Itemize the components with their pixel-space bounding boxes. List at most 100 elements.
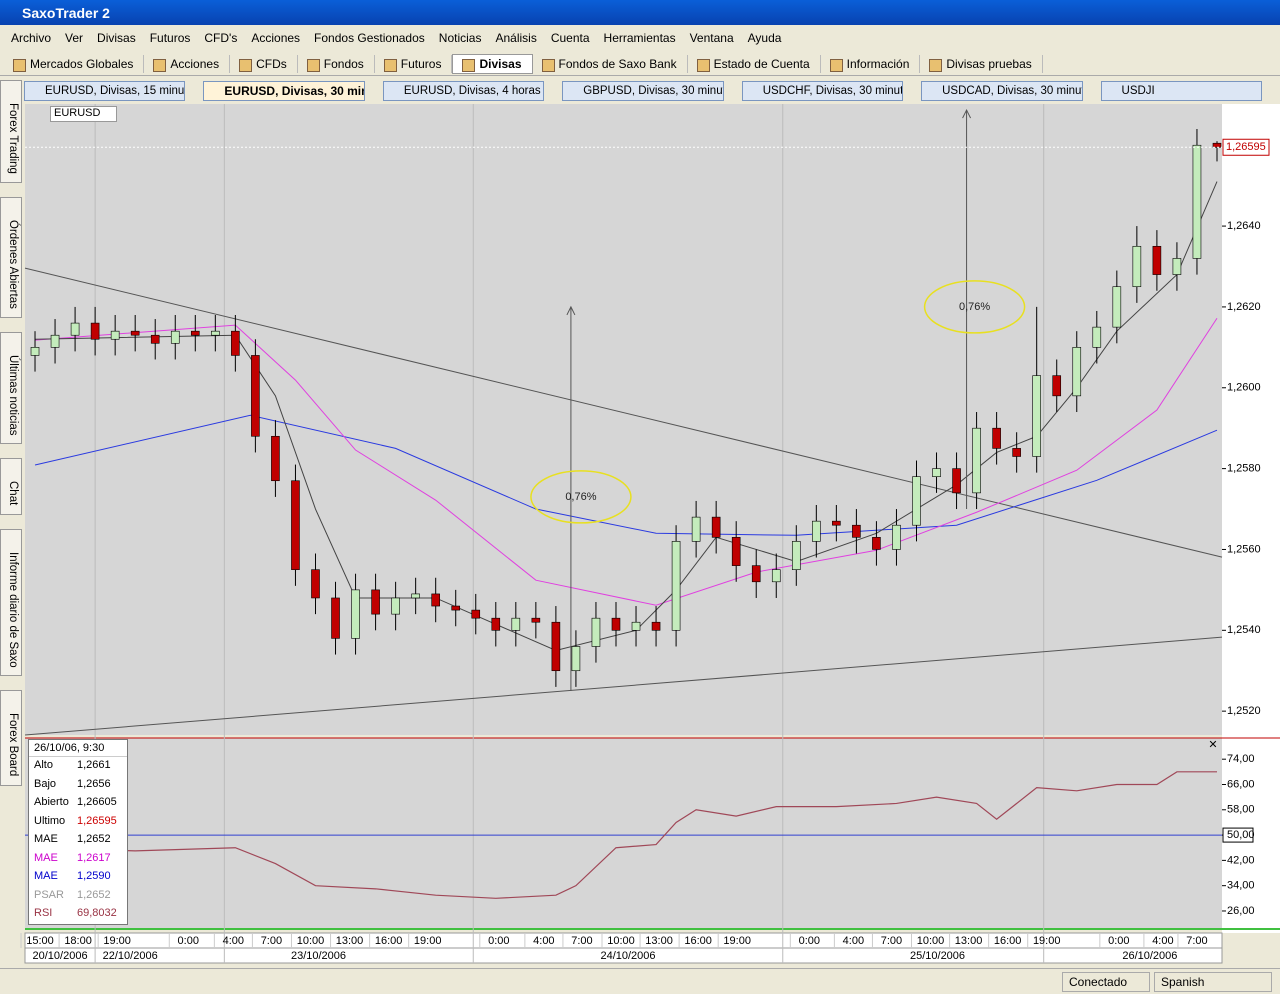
x-tick-label: 10:00 [297,935,325,947]
trendline [24,636,1223,736]
window-title: SaxoTrader 2 [22,4,110,21]
x-tick-label: 19:00 [414,935,442,947]
candle-body [711,516,721,538]
menu-item[interactable]: Ventana [689,31,734,45]
x-tick-label: 4:00 [843,935,864,947]
candle-body [431,593,440,607]
toolbar-tab[interactable]: Divisas pruebas [920,54,1043,73]
x-tick-label: 0:00 [488,935,509,947]
candle-body [351,589,360,639]
menu-item[interactable]: Archivo [11,31,52,45]
menu-item[interactable]: Ver [65,31,84,45]
menu-item[interactable]: Noticias [438,31,482,45]
candle-body [1152,245,1162,275]
candle-body [311,569,320,599]
menu-item[interactable]: Cuenta [550,31,590,45]
annotation-label: 0,76% [565,491,596,503]
chart-tab[interactable]: USDCAD, Divisas, 30 minutos [921,81,1083,101]
info-value: 1,2590 [77,870,111,882]
rsi-panel [25,738,1222,929]
date-label: 26/10/2006 [1122,950,1177,962]
info-value: 1,2661 [77,759,111,771]
toolbar-tab[interactable]: Divisas [452,53,533,74]
y-tick-label: 1,2640 [1227,220,1261,232]
candle-body [631,621,641,631]
close-icon: ✕ [1208,739,1217,751]
chart-tabs: EURUSD, Divisas, 15 minutos EURUSD, Divis… [0,80,1280,102]
y-tick-label: 58,00 [1227,804,1255,816]
candle-body [391,597,400,615]
side-tab[interactable]: Chat [0,458,22,515]
x-tick-label: 13:00 [955,935,983,947]
y-tick-label: 1,2540 [1227,624,1261,636]
title-bar: SaxoTrader 2 [0,0,1280,25]
axis-panel [1222,104,1280,933]
candle-body [531,617,541,623]
toolbar-tab[interactable]: CFDs [230,54,298,73]
menu-item[interactable]: Análisis [495,31,537,45]
menu-item[interactable]: CFD's [204,31,238,45]
chart-tab[interactable]: EURUSD, Divisas, 4 horas [382,81,545,101]
chart-tab[interactable]: GBPUSD, Divisas, 30 minutos [562,81,724,101]
info-row: Bajo 1,2656 [29,776,127,795]
x-tick-label: 7:00 [571,935,592,947]
candle-body [611,617,621,631]
x-tick-label: 15:00 [26,935,54,947]
date-label: 24/10/2006 [600,950,655,962]
annotation-label: 0,76% [959,301,990,313]
y-tick-label: 1,2520 [1227,705,1261,717]
info-label: Bajo [34,777,57,790]
chart-tab[interactable]: EURUSD, Divisas, 15 minutos [24,81,186,101]
side-tab[interactable]: Órdenes Abiertas [0,196,22,318]
y-tick-label: 1,2600 [1227,382,1261,394]
toolbar-tab[interactable]: Fondos [298,54,375,73]
trendline [24,267,1223,558]
info-row: PSAR 1,2652 [29,887,127,906]
candle-body [231,330,240,356]
toolbar-tab[interactable]: Mercados Globales [4,54,145,73]
info-value: 1,2652 [77,888,111,901]
tick-box [1222,827,1254,843]
chart-tab[interactable]: EURUSD, Divisas, 30 minutos [203,81,365,101]
y-tick-label: 1,2580 [1227,463,1261,475]
toolbar-tab[interactable]: Acciones [144,54,231,73]
side-tab[interactable]: Últimas noticias [0,331,22,445]
chart-tab[interactable]: USDCHF, Divisas, 30 minutos [741,81,904,101]
candle-body [791,541,801,570]
menu-item[interactable]: Acciones [251,31,301,45]
date-label: 23/10/2006 [291,950,346,962]
candle-body [771,569,781,583]
menu-item[interactable]: Futuros [149,31,191,45]
date-label: 22/10/2006 [103,950,158,962]
x-tick-label: 0:00 [1108,935,1129,947]
symbol-box[interactable]: EURUSD [50,106,117,122]
x-tick-label: 19:00 [1033,935,1061,947]
info-value: 1,2656 [77,777,111,790]
menu-item[interactable]: Fondos Gestionados [314,31,425,45]
toolbar-tab[interactable]: Información [821,54,921,73]
side-tab[interactable]: Informe diario de Saxo [0,528,22,677]
info-label: PSAR [34,888,64,901]
y-tick-label: 34,00 [1227,880,1255,892]
menu-item[interactable]: Herramientas [603,31,676,45]
side-tab[interactable]: Forex Trading [0,80,22,183]
chart-tab[interactable]: USDJI [1100,81,1262,101]
status-bar: Conectado Spanish [0,968,1280,994]
toolbar-tab[interactable]: Estado de Cuenta [688,54,821,73]
candle-body [271,435,280,482]
candle-body [832,520,841,526]
toolbar-tab[interactable]: Fondos de Saxo Bank [533,54,688,73]
candle-body [1132,245,1142,288]
rsi-line [34,771,1217,899]
menu-item[interactable]: Divisas [97,31,136,45]
candle-body [731,537,741,566]
menu-item[interactable]: Ayuda [747,31,782,45]
info-label: MAE [34,833,58,845]
candle-body [371,589,380,615]
side-tab[interactable]: Forex Board [0,690,22,786]
candle-body [170,330,180,344]
toolbar-tab[interactable]: Futuros [375,54,453,73]
moving-average [34,414,1218,536]
